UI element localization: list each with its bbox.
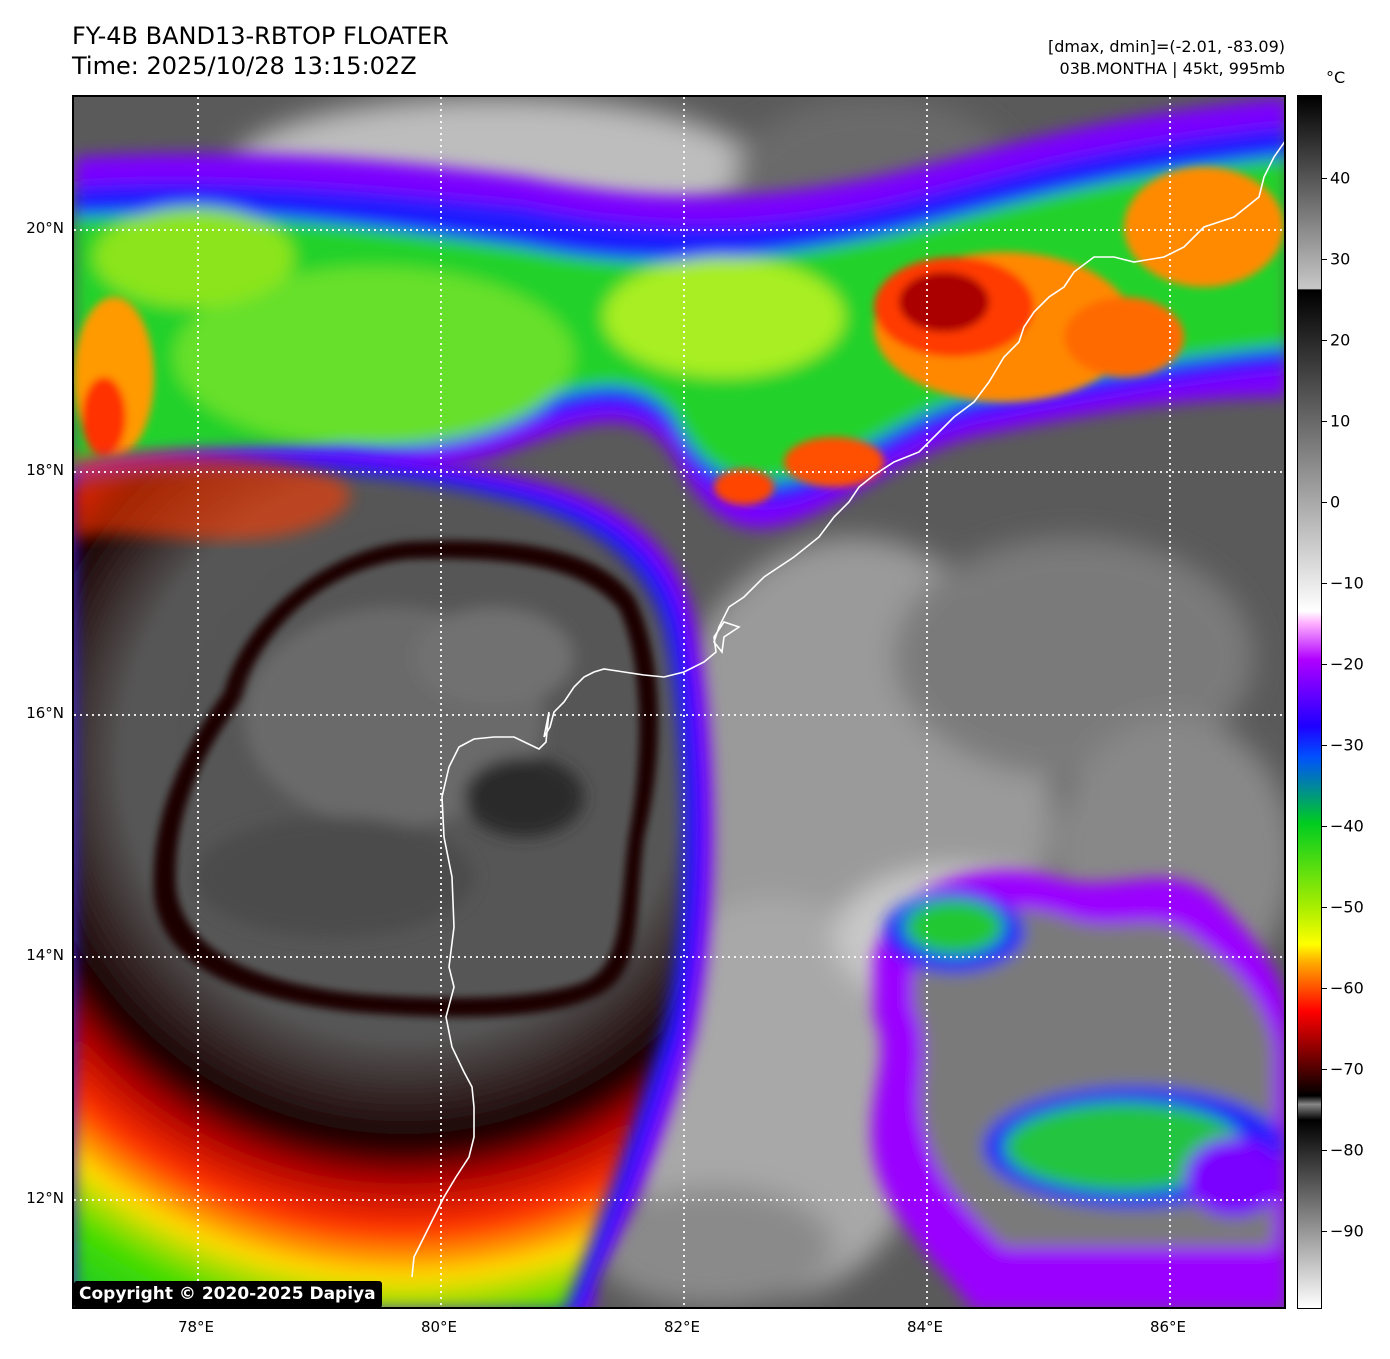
colorbar-tick [1322, 664, 1327, 665]
satellite-map [72, 95, 1286, 1309]
southeast-convection [871, 870, 1284, 1307]
lat-label-20n: 20°N [26, 219, 64, 237]
colorbar-tick-label: −50 [1330, 897, 1364, 917]
colorbar [1297, 95, 1322, 1309]
info-line-2: 03B.MONTHA | 45kt, 995mb [1059, 59, 1285, 78]
colorbar-tick-label: −60 [1330, 978, 1364, 998]
colorbar-tick-label: 10 [1330, 411, 1351, 431]
colorbar-tick-label: −20 [1330, 654, 1364, 674]
lat-label-12n: 12°N [26, 1189, 64, 1207]
colorbar-tick-label: −80 [1330, 1140, 1364, 1160]
colorbar-tick [1322, 421, 1327, 422]
colorbar-tick [1322, 583, 1327, 584]
colorbar-tick [1322, 502, 1327, 503]
lon-label-78e: 78°E [177, 1318, 215, 1336]
title-line-1: FY-4B BAND13-RBTOP FLOATER [72, 22, 449, 50]
graticule [74, 97, 1284, 1307]
lat-label-18n: 18°N [26, 461, 64, 479]
colorbar-tick [1322, 1150, 1327, 1151]
lat-label-14n: 14°N [26, 946, 64, 964]
colorbar-tick [1322, 340, 1327, 341]
colorbar-tick-label: −40 [1330, 816, 1364, 836]
colorbar-tick-label: −30 [1330, 735, 1364, 755]
colorbar-tick [1322, 178, 1327, 179]
colorbar-tick [1322, 745, 1327, 746]
colorbar-tick [1322, 988, 1327, 989]
lon-label-82e: 82°E [663, 1318, 701, 1336]
colorbar-tick [1322, 1069, 1327, 1070]
colorbar-tick [1322, 907, 1327, 908]
lon-label-84e: 84°E [906, 1318, 944, 1336]
satellite-imagery [74, 97, 1284, 1307]
lat-label-16n: 16°N [26, 704, 64, 722]
colorbar-tick [1322, 1231, 1327, 1232]
title-line-2: Time: 2025/10/28 13:15:02Z [72, 52, 417, 80]
colorbar-tick-label: −10 [1330, 573, 1364, 593]
lon-label-80e: 80°E [420, 1318, 458, 1336]
coastline [411, 141, 1284, 1278]
colorbar-tick-label: 0 [1330, 492, 1341, 512]
copyright-label: Copyright © 2020-2025 Dapiya [74, 1281, 382, 1308]
colorbar-unit: °C [1326, 68, 1346, 87]
colorbar-tick [1322, 826, 1327, 827]
colorbar-tick-label: 40 [1330, 168, 1351, 188]
colorbar-tick-label: −70 [1330, 1059, 1364, 1079]
lon-label-86e: 86°E [1149, 1318, 1187, 1336]
colorbar-tick-label: 30 [1330, 249, 1351, 269]
info-line-1: [dmax, dmin]=(-2.01, -83.09) [1047, 37, 1285, 56]
northeast-cold-tops [74, 167, 1284, 505]
northern-cloud-band [74, 97, 1284, 529]
colorbar-tick-label: −90 [1330, 1221, 1364, 1241]
cyclone-cloud-mass [74, 448, 713, 1307]
colorbar-tick [1322, 259, 1327, 260]
colorbar-tick-label: 20 [1330, 330, 1351, 350]
